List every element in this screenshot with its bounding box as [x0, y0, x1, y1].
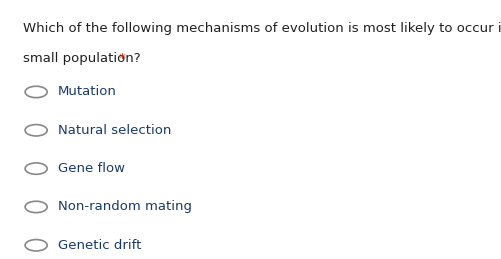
Text: Non-random mating: Non-random mating	[58, 200, 191, 213]
Text: *: *	[115, 52, 126, 65]
Text: Natural selection: Natural selection	[58, 124, 171, 137]
Text: Which of the following mechanisms of evolution is most likely to occur in a: Which of the following mechanisms of evo…	[23, 22, 501, 35]
Text: Gene flow: Gene flow	[58, 162, 124, 175]
Text: Mutation: Mutation	[58, 85, 116, 98]
Text: Genetic drift: Genetic drift	[58, 239, 141, 252]
Text: small population?: small population?	[23, 52, 140, 65]
